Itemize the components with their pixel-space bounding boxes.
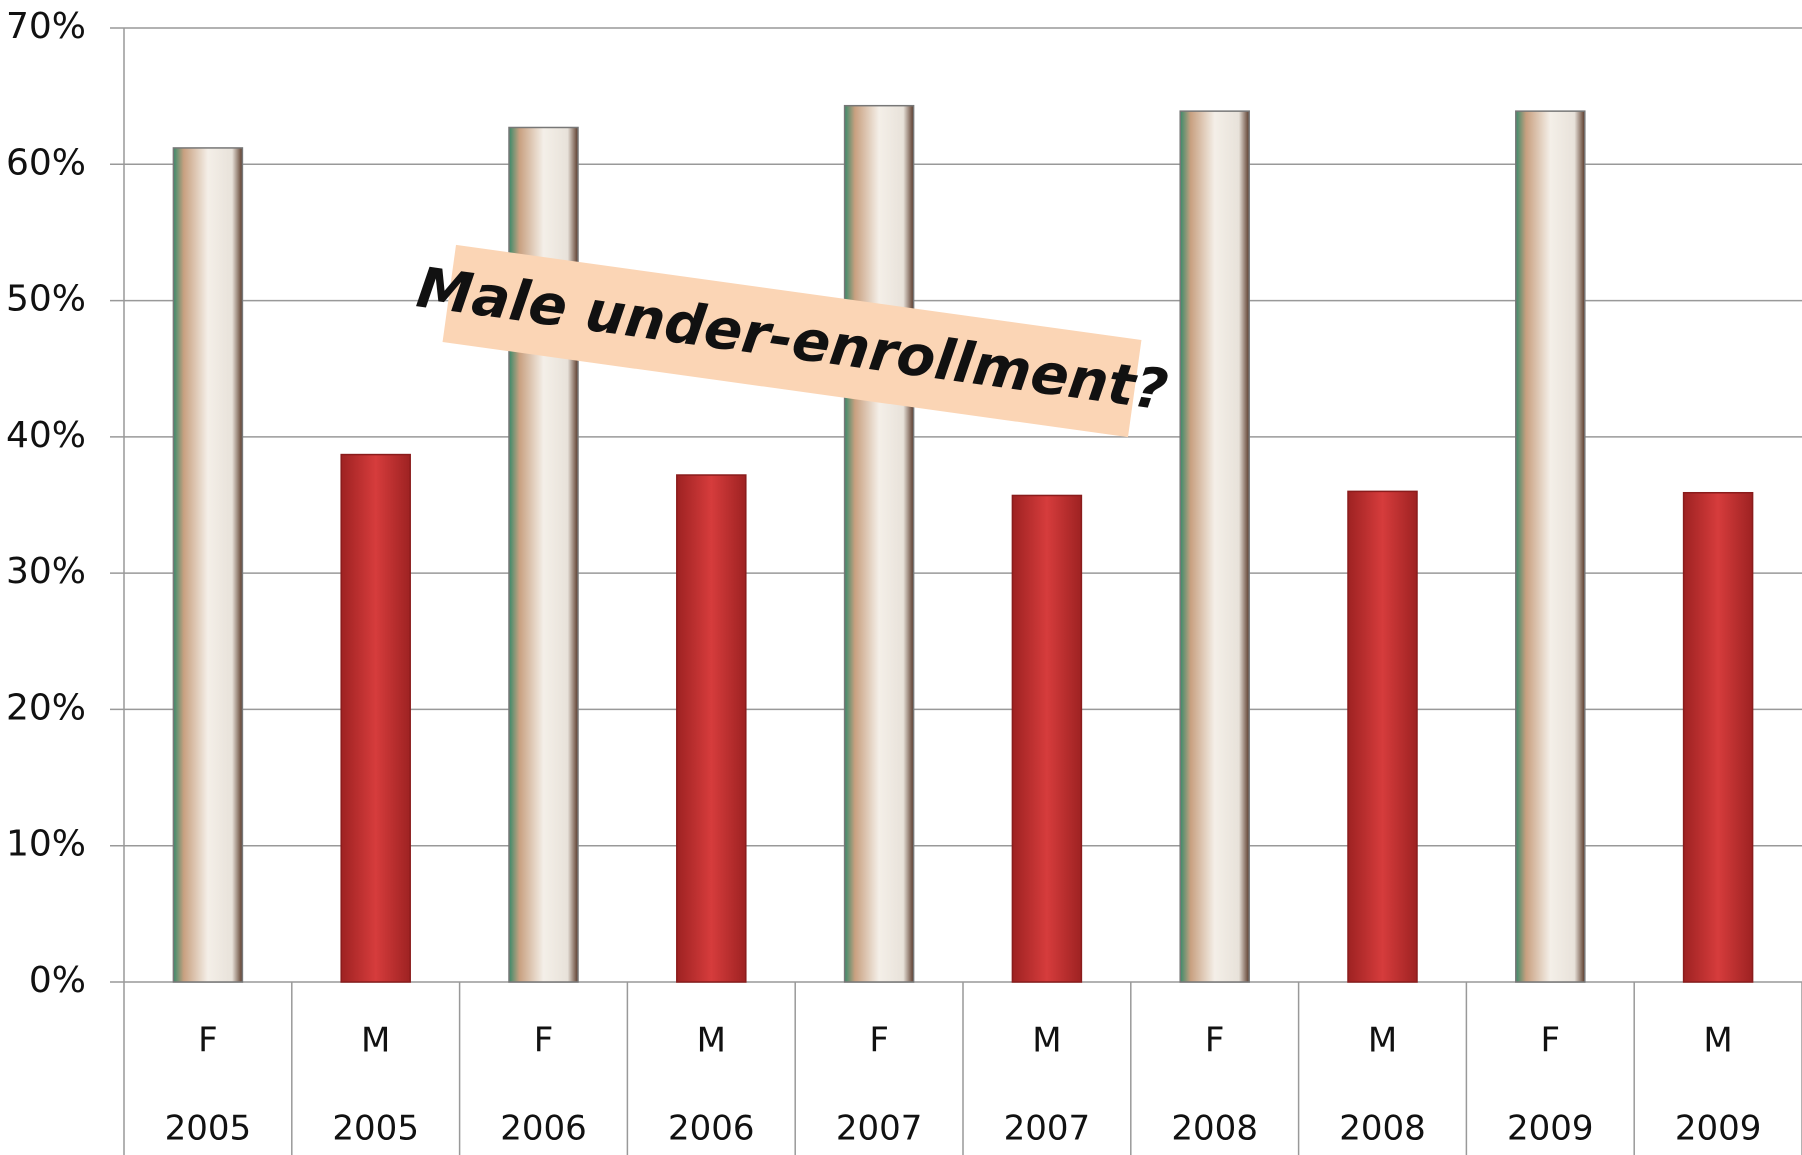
x-tick-label: M [1703, 1021, 1732, 1061]
x-group-label: 2005 [165, 1109, 252, 1149]
y-tick-label: 70% [6, 6, 86, 47]
bar [1515, 110, 1586, 983]
y-tick-label: 40% [6, 415, 86, 456]
bar [172, 147, 244, 983]
bar [1011, 494, 1083, 983]
bar [1179, 110, 1250, 983]
x-group-label: 2006 [500, 1109, 587, 1149]
x-tick-label: F [198, 1021, 218, 1061]
y-tick-label: 10% [6, 824, 86, 865]
x-tick-label: F [869, 1021, 889, 1061]
x-tick-label: F [534, 1021, 554, 1061]
bar [843, 104, 915, 983]
x-group-label: 2008 [1339, 1109, 1426, 1149]
x-group-label: 2007 [1004, 1109, 1091, 1149]
y-tick-label: 60% [6, 142, 86, 183]
y-tick-label: 30% [6, 551, 86, 592]
y-tick-label: 0% [29, 960, 86, 1001]
x-tick-label: M [1032, 1021, 1061, 1061]
x-group-label: 2008 [1171, 1109, 1258, 1149]
x-group-label: 2006 [668, 1109, 755, 1149]
plot-area: 0% 10% 20% 30% 40% 50% 60% 70% F 2005 M 2005 F 2006 M 2… [6, 6, 1802, 1155]
x-group-label: 2007 [836, 1109, 923, 1149]
x-group-label: 2009 [1675, 1109, 1762, 1149]
x-tick-label: M [361, 1021, 390, 1061]
x-group-label: 2009 [1507, 1109, 1594, 1149]
x-tick-label: F [1205, 1021, 1225, 1061]
x-group-label: 2005 [332, 1109, 419, 1149]
bar [1682, 491, 1754, 983]
x-tick-label: M [1368, 1021, 1397, 1061]
x-tick-label: M [697, 1021, 726, 1061]
bar [676, 474, 747, 983]
x-tick-label: F [1541, 1021, 1561, 1061]
annotation-box [442, 244, 1142, 438]
y-tick-label: 50% [6, 279, 86, 320]
bar [340, 453, 411, 983]
y-tick-label: 20% [6, 687, 86, 728]
bar [1347, 490, 1418, 983]
